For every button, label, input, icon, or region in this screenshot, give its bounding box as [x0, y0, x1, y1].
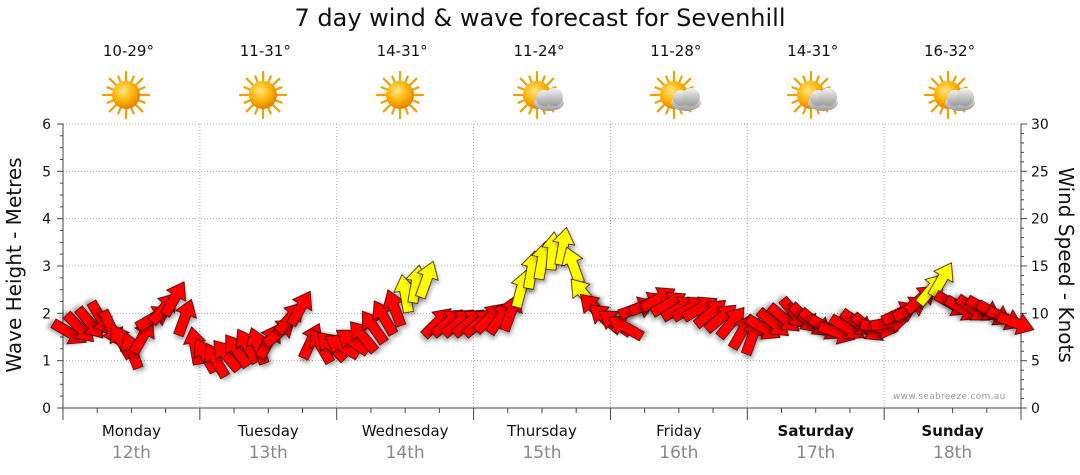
right-tick-label: 20 [1031, 212, 1049, 228]
day-name-label: Friday [656, 422, 702, 440]
left-tick-label: 1 [42, 354, 51, 370]
left-tick-label: 0 [42, 401, 51, 417]
right-tick-label: 5 [1031, 354, 1040, 370]
sun-icon [98, 70, 158, 120]
wind-arrow [995, 311, 1035, 336]
right-tick-label: 25 [1031, 164, 1049, 180]
day-temperature: 11-31° [239, 42, 291, 60]
day-temperature: 14-31° [787, 42, 839, 60]
day-name-label: Wednesday [361, 422, 449, 440]
credit-text[interactable]: www.seabreeze.com.au [893, 392, 1006, 402]
day-temperature: 16-32° [924, 42, 976, 60]
partly-cloudy-icon [509, 70, 569, 120]
day-date-label: 15th [522, 443, 562, 463]
day-temperature: 10-29° [102, 42, 154, 60]
day-date-label: 18th [933, 443, 973, 463]
wind-arrow [552, 226, 576, 267]
wind-arrow [415, 260, 439, 300]
right-tick-label: 15 [1031, 259, 1049, 275]
day-date-label: 16th [659, 443, 699, 463]
left-tick-label: 6 [42, 117, 51, 133]
day-name-label: Tuesday [237, 422, 299, 440]
right-tick-label: 10 [1031, 306, 1049, 322]
left-tick-label: 2 [42, 306, 51, 322]
day-name-label: Monday [101, 422, 162, 440]
partly-cloudy-icon [920, 70, 980, 120]
day-date-label: 17th [796, 443, 836, 463]
day-date-label: 12th [111, 443, 151, 463]
grid [63, 123, 1021, 408]
day-name-label: Saturday [777, 422, 854, 440]
sun-icon [235, 70, 295, 120]
day-name-label: Sunday [921, 422, 984, 440]
sun-icon [372, 70, 432, 120]
wind-arrow [927, 262, 954, 299]
day-temperature: 11-24° [513, 42, 565, 60]
left-tick-label: 5 [42, 164, 51, 180]
left-tick-label: 4 [42, 212, 51, 228]
wind-arrow [286, 290, 313, 328]
day-date-label: 14th [385, 443, 425, 463]
axes: 0 1 2 3 4 5 6 0 5 10 15 20 25 30 [42, 117, 1049, 420]
wind-arrow [160, 281, 187, 318]
partly-cloudy-icon [783, 70, 843, 120]
right-tick-label: 0 [1031, 401, 1040, 417]
chart-title: 7 day wind & wave forecast for Sevenhill [294, 4, 786, 32]
day-date-label: 13th [248, 443, 288, 463]
day-temperature: 14-31° [376, 42, 428, 60]
left-tick-label: 3 [42, 259, 51, 275]
day-name-label: Thursday [507, 422, 577, 440]
right-tick-label: 30 [1031, 117, 1049, 133]
wind-arrow [128, 319, 155, 356]
wind-arrows [50, 226, 1035, 380]
partly-cloudy-icon [646, 70, 706, 120]
wind-arrow [173, 298, 197, 338]
day-temperature: 11-28° [650, 42, 702, 60]
